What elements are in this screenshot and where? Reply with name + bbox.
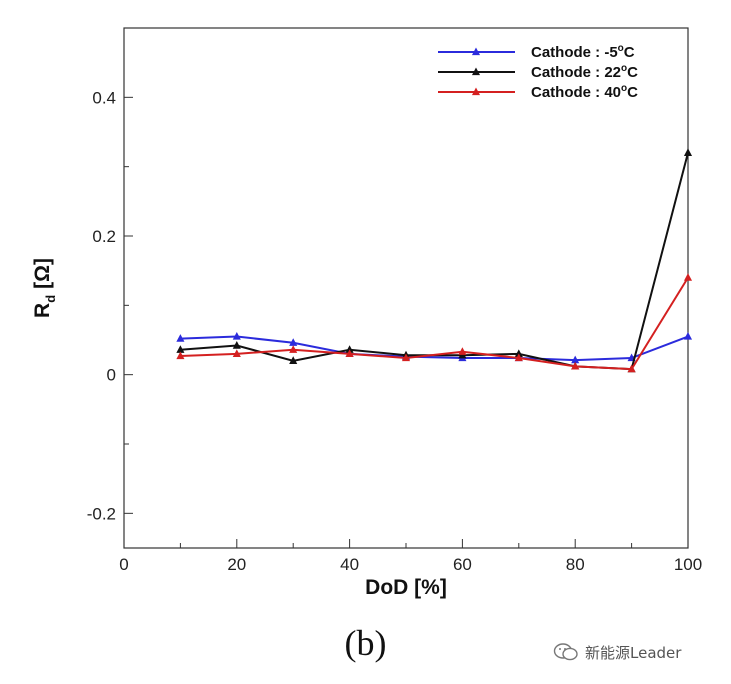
x-tick-labels: 0 20 40 60 80 100 bbox=[119, 555, 702, 574]
data-point-marker bbox=[176, 345, 185, 353]
line-chart: -0.200.20.4 0 20 40 60 80 100 Cathode : -5oCC… bbox=[31, 27, 702, 599]
data-point-marker bbox=[176, 351, 185, 360]
y-tick-labels: -0.2 0 0.2 0.4 bbox=[87, 88, 116, 523]
data-point-marker bbox=[289, 356, 298, 364]
data-point-marker bbox=[345, 345, 354, 353]
data-point-marker bbox=[627, 364, 636, 373]
watermark: 新能源Leader bbox=[553, 640, 681, 664]
data-point-marker bbox=[401, 353, 411, 362]
legend-label-unit: C bbox=[627, 64, 638, 81]
legend-label: Cathode : 22oC bbox=[531, 63, 638, 81]
data-point-marker bbox=[345, 349, 354, 358]
data-point-marker bbox=[571, 355, 580, 364]
x-tick-label: 40 bbox=[340, 555, 359, 574]
series-1 bbox=[176, 332, 693, 364]
legend-marker bbox=[471, 67, 481, 76]
data-point-marker bbox=[458, 347, 467, 355]
y-tick-label: 0 bbox=[107, 366, 116, 385]
series-line bbox=[180, 152, 689, 371]
data-point-marker bbox=[289, 345, 298, 353]
wechat-icon bbox=[553, 643, 578, 661]
legend-label: Cathode : 40oC bbox=[531, 83, 638, 101]
x-tick-label: 100 bbox=[674, 555, 702, 574]
data-point-marker bbox=[683, 273, 693, 281]
y-tick-label: -0.2 bbox=[87, 504, 116, 523]
legend-degree-mark: o bbox=[621, 83, 627, 94]
series-3 bbox=[176, 273, 693, 373]
y-tick-label: 0.4 bbox=[92, 88, 116, 107]
y-axis-title: Rd [Ω] bbox=[31, 258, 58, 318]
watermark-text: 新能源Leader bbox=[585, 643, 682, 662]
data-point-marker bbox=[514, 353, 523, 362]
data-point-marker bbox=[683, 332, 693, 340]
x-tick-label: 20 bbox=[227, 555, 246, 574]
svg-text:Rd[Ω]: Rd [Ω] bbox=[31, 258, 58, 318]
legend-degree-mark: o bbox=[618, 43, 624, 54]
y-axis-title-unit: [Ω] bbox=[31, 258, 54, 289]
series-line bbox=[180, 335, 689, 362]
x-tick-label: 0 bbox=[119, 555, 128, 574]
legend-label-unit: C bbox=[627, 84, 638, 101]
data-point-marker bbox=[289, 338, 298, 346]
data-point-marker bbox=[683, 148, 693, 156]
legend-item: Cathode : 22oC bbox=[438, 63, 638, 81]
y-tick-label: 0.2 bbox=[92, 227, 116, 246]
legend-item: Cathode : -5oC bbox=[438, 43, 635, 61]
legend-label: Cathode : -5oC bbox=[531, 43, 635, 61]
x-tick-label: 80 bbox=[566, 555, 585, 574]
data-point-marker bbox=[571, 361, 580, 370]
legend-degree-mark: o bbox=[621, 63, 627, 74]
series-group bbox=[176, 148, 693, 373]
series-line bbox=[180, 277, 689, 371]
data-point-marker bbox=[232, 349, 241, 358]
figure-caption: (b) bbox=[344, 623, 387, 663]
legend-label-text: Cathode : -5 bbox=[531, 44, 618, 61]
x-axis-title: DoD [%] bbox=[365, 576, 447, 599]
legend-label-text: Cathode : 22 bbox=[531, 64, 621, 81]
axis-ticks bbox=[123, 96, 689, 548]
y-axis-title-subscript: d bbox=[43, 295, 58, 303]
legend-marker bbox=[471, 87, 481, 96]
x-tick-label: 60 bbox=[453, 555, 472, 574]
data-point-marker bbox=[176, 334, 185, 342]
plot-frame bbox=[123, 27, 689, 549]
legend-label-text: Cathode : 40 bbox=[531, 84, 621, 101]
y-axis-title-main: R bbox=[31, 303, 54, 318]
data-point-marker bbox=[514, 349, 523, 358]
legend-label-unit: C bbox=[624, 44, 635, 61]
data-point-marker bbox=[232, 341, 241, 349]
legend-item: Cathode : 40oC bbox=[438, 83, 638, 101]
data-point-marker bbox=[232, 332, 241, 340]
legend-marker bbox=[471, 47, 481, 56]
